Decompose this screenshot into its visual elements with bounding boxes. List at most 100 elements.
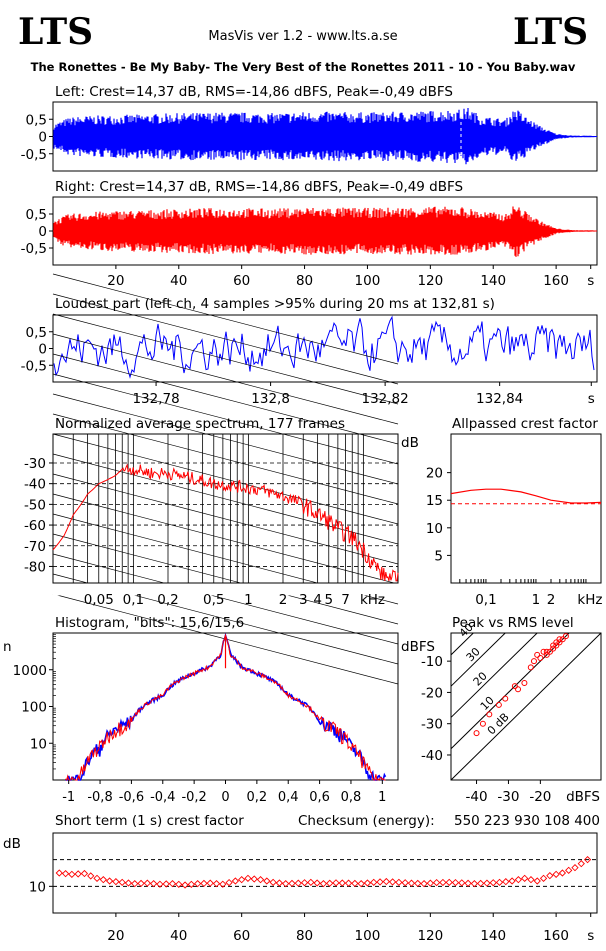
crest-short-point — [458, 879, 466, 887]
crest-short-point — [74, 870, 82, 878]
left-waveform-ytick-label: 0 — [38, 130, 47, 146]
crest-short-xtick-label: 60 — [233, 928, 250, 944]
crest-short-xtick-label: 160 — [543, 928, 569, 944]
spectrum-ytick-label: -40 — [24, 477, 46, 493]
crest-short-point — [250, 875, 258, 883]
allpassed-ytick-label: 5 — [434, 548, 443, 564]
version-label: MasVis ver 1.2 - www.lts.a.se — [208, 29, 397, 44]
loudest-frame — [52, 314, 598, 383]
spectrum-xtick-label: 0,5 — [203, 592, 224, 608]
crest-short-point — [244, 874, 252, 882]
spectrum-ytick-label: -70 — [24, 539, 46, 555]
spectrum-ytick-label: -80 — [24, 559, 46, 575]
spectrum-slope — [52, 433, 399, 525]
spectrum-ytick-label: -30 — [24, 456, 46, 472]
spectrum-xtick-label: 4 — [313, 592, 322, 608]
crest-short-point — [432, 878, 441, 887]
crest-short-point — [93, 874, 101, 882]
crest-short-point — [351, 879, 359, 888]
crest-short-xtick-label: 120 — [417, 928, 443, 944]
allpassed-title: Allpassed crest factor — [452, 416, 598, 432]
left-waveform-title: Left: Crest=14,37 dB, RMS=-14,86 dBFS, P… — [55, 84, 453, 100]
histogram-ytick-label: 10 — [30, 736, 47, 752]
logo-right: LTS — [513, 11, 588, 53]
crest-short-point — [521, 874, 529, 882]
crest-short-point — [464, 879, 472, 887]
peak-rms-point — [550, 642, 557, 649]
allpassed-ylabel: dB — [401, 435, 419, 451]
peak-rms-point — [537, 655, 544, 662]
logo-left: LTS — [18, 11, 93, 53]
peak-rms-crest-label: 20 — [471, 670, 490, 689]
peak-rms-point — [543, 651, 550, 658]
peak-rms-ytick-label: -20 — [421, 685, 443, 701]
crest-short-point — [357, 880, 365, 888]
peak-rms-point — [521, 680, 528, 687]
crest-short-ylabel: dB — [3, 836, 21, 852]
crest-short-point — [269, 878, 277, 886]
histogram-xtick-label: 0,8 — [341, 790, 362, 805]
crest-short-point — [395, 878, 403, 886]
crest-short-xtick-label: 40 — [170, 928, 187, 944]
histogram-xtick-label: 1 — [378, 790, 386, 805]
peak-rms-point — [479, 720, 486, 727]
spectrum-xtick-label: kHz — [360, 592, 385, 608]
spectrum-xtick-label: 3 — [299, 592, 308, 608]
peak-rms-point — [495, 701, 502, 708]
peak-rms-point — [543, 648, 550, 655]
allpassed-frame — [450, 433, 602, 584]
crest-short-point — [477, 879, 485, 888]
crest-short-point — [200, 879, 208, 888]
spectrum-mask-right — [398, 433, 447, 587]
crest-short-point — [219, 880, 227, 888]
histogram-ytick-label: 100 — [21, 700, 47, 716]
crest-short-point — [168, 880, 177, 888]
crest-short-title: Short term (1 s) crest factor — [55, 813, 244, 829]
spectrum-xtick-label: 7 — [341, 592, 350, 608]
crest-short-point — [558, 869, 567, 877]
allpassed-xtick-label: 2 — [547, 592, 556, 608]
histogram-xtick-label: -1 — [62, 790, 75, 805]
peak-rms-point — [562, 633, 569, 640]
histogram-xtick-label: 0 — [221, 790, 229, 805]
peak-rms-ytick-label: -40 — [421, 748, 443, 764]
allpassed-ytick-label: 15 — [426, 493, 443, 509]
peak-rms-crest-label: 10 — [478, 694, 497, 713]
crest-short-point — [282, 880, 290, 888]
crest-short-point — [483, 879, 491, 887]
peak-rms-point — [502, 695, 509, 702]
crest-short-point — [307, 878, 315, 886]
histogram-ylabel: n — [3, 639, 12, 655]
right-waveform-xtick-label: 140 — [480, 273, 506, 289]
spectrum-frame-outline — [52, 433, 399, 584]
loudest-ytick-label: 0 — [38, 342, 47, 358]
crest-short-point — [238, 876, 246, 884]
peak-rms-title: Peak vs RMS level — [452, 615, 574, 631]
spectrum-slope — [52, 293, 399, 385]
crest-short-point — [370, 878, 378, 886]
crest-short-point — [470, 880, 479, 888]
peak-rms-crest-line — [450, 632, 506, 687]
right-waveform-xtick-label: 120 — [417, 273, 443, 289]
crest-short-point — [326, 879, 334, 887]
spectrum-slope — [52, 413, 399, 505]
right-waveform-xtick-label: 100 — [355, 273, 381, 289]
crest-short-point — [61, 870, 70, 878]
right-waveform-title: Right: Crest=14,37 dB, RMS=-14,86 dBFS, … — [55, 179, 463, 195]
spectrum-xtick-label: 0,05 — [84, 592, 114, 608]
crest-short-xtick-label: 140 — [480, 928, 506, 944]
histogram-xtick-label: -0,4 — [150, 790, 175, 805]
spectrum-slope — [52, 313, 399, 405]
file-title: The Ronettes - Be My Baby- The Very Best… — [31, 60, 576, 74]
allpassed-trace — [450, 488, 602, 504]
peak-rms-crest-line — [450, 632, 538, 718]
peak-rms-point — [530, 658, 537, 665]
crest-short-point — [571, 864, 579, 872]
loudest-xtick-label: 132,8 — [251, 391, 290, 407]
crest-short-point — [332, 879, 340, 887]
crest-short-frame — [52, 832, 598, 914]
crest-short-point — [577, 860, 585, 868]
crest-short-point — [99, 876, 107, 884]
peak-rms-point — [473, 730, 480, 737]
